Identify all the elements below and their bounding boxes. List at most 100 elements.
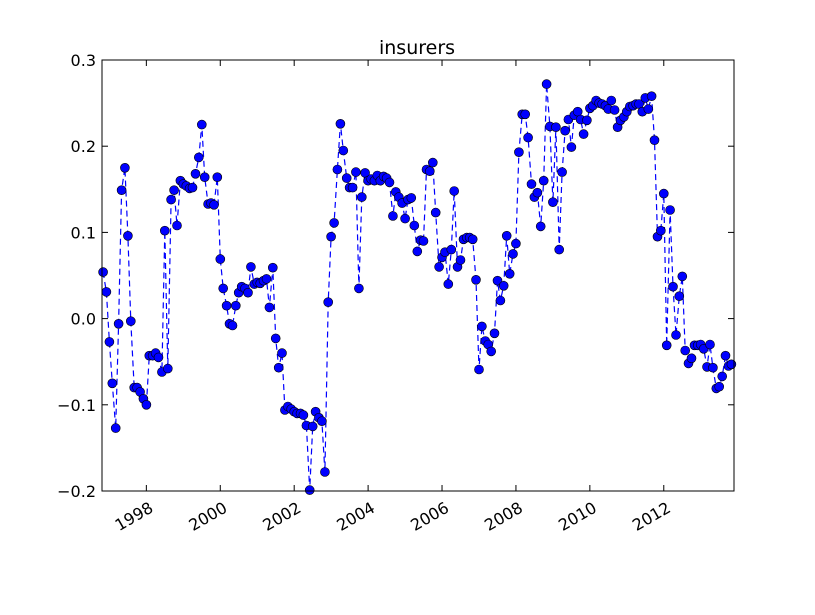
data-point [104,337,115,347]
data-point [317,416,327,427]
data-point [708,362,718,373]
data-point [726,359,737,370]
data-point [649,135,660,145]
y-tick-label: 0.0 [71,310,96,329]
data-point [501,231,512,241]
data-point [655,225,666,236]
data-point [218,283,228,294]
data-point [489,328,500,339]
data-point [680,345,691,356]
data-point [504,268,515,279]
data-point [477,321,487,332]
data-point [418,236,429,246]
data-point [671,330,681,340]
data-point [665,205,675,215]
data-point [511,238,521,249]
data-point [446,244,457,255]
series-layer [98,79,737,495]
data-point [434,262,444,272]
data-point [400,213,410,224]
data-point [347,182,358,193]
data-point [471,274,481,285]
data-point [101,287,112,297]
data-point [307,421,318,432]
data-point [338,145,349,156]
data-point [498,280,509,291]
data-point [261,274,272,284]
data-point [267,262,278,273]
data-point [221,300,232,311]
data-point [412,246,423,257]
data-point [717,371,728,382]
data-point [554,244,565,255]
data-point [246,262,256,272]
data-point [424,166,435,176]
data-point [126,316,136,327]
data-point [443,279,454,289]
data-point [560,125,570,136]
data-point [609,105,620,115]
data-point [674,291,685,302]
data-point [406,193,417,203]
data-point [532,187,543,198]
data-point [160,225,170,236]
data-point [658,188,669,199]
data-point [523,132,533,143]
data-point [467,234,478,245]
data-point [705,339,715,350]
data-point [215,254,226,264]
data-point [668,281,678,292]
data-point [646,91,657,101]
data-point [535,221,546,232]
data-point [169,185,179,195]
y-tick-label: 0.3 [71,51,96,70]
data-point [541,79,552,89]
chart-title: insurers [379,37,455,59]
plot-frame [101,59,735,492]
data-point [430,207,441,218]
data-point [209,200,219,210]
data-point [566,142,577,152]
data-point [714,381,725,392]
data-point [197,119,207,130]
y-tick-label: 0.2 [71,137,96,156]
data-point [212,172,223,182]
data-point [98,267,108,277]
data-point [508,249,518,259]
data-point [578,129,589,139]
data-point [486,346,497,357]
data-point [323,297,334,308]
data-point [116,185,127,195]
data-point [643,104,654,114]
data-point [495,295,506,306]
data-point [677,271,688,282]
data-point [166,194,176,205]
y-axis-ticks: −0.2 −0.1 0.0 0.1 0.2 0.3 [57,51,734,501]
y-tick-label: −0.2 [57,482,96,501]
data-point [354,283,364,294]
data-point [120,163,130,173]
data-point [227,320,238,331]
data-point [557,167,567,177]
data-point [329,218,339,228]
data-point [548,197,558,207]
data-point [492,275,503,286]
data-point [113,318,124,329]
data-point [409,220,420,231]
y-tick-label: 0.1 [71,223,96,242]
data-point [123,231,133,241]
data-point [264,302,275,313]
data-point [273,362,284,373]
data-point [686,353,697,364]
data-point [277,348,287,358]
data-point [582,115,592,126]
data-point [335,119,346,129]
y-tick-label: −0.1 [57,396,96,415]
data-point [231,300,241,311]
data-point [720,350,731,361]
data-point [520,109,531,120]
data-point [332,164,343,175]
data-point [326,231,336,242]
data-point [551,122,561,132]
